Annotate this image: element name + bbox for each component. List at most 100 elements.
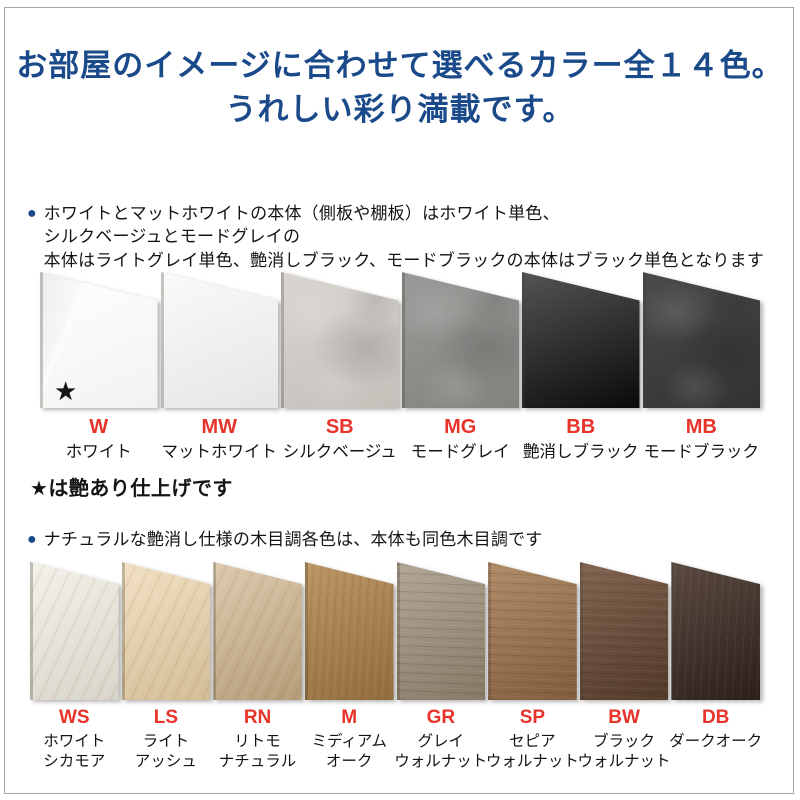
swatch-code: SP: [519, 707, 546, 728]
section1-paragraph: ● ホワイトとマットホワイトの本体（側板や棚板）はホワイト単色、シルクベージュと…: [27, 202, 777, 272]
wood-color-label-row: WS ホワイト シカモア LS ライト アッシュ RN リトモ ナチュラル M …: [30, 707, 762, 772]
swatch-name: ホワイト: [65, 443, 132, 461]
swatch-code: DB: [701, 707, 730, 728]
swatch-code: BB: [566, 416, 596, 438]
swatch-panel-mg: [401, 272, 519, 408]
swatch-surface-mg: [401, 272, 519, 408]
page-title: お部屋のイメージに合わせて選べるカラー全１４色。 うれしい彩り満載です。: [0, 44, 800, 132]
swatch-label-bw: BW ブラック ウォルナット: [578, 707, 671, 772]
section1-note: ホワイトとマットホワイトの本体（側板や棚板）はホワイト単色、シルクベージュとモー…: [43, 204, 765, 270]
swatch-code: WS: [59, 707, 90, 728]
panel-edge: [401, 272, 405, 408]
swatch-name: マットホワイト: [161, 443, 278, 461]
swatch-panel-db: [671, 562, 760, 700]
swatch-code: RN: [243, 707, 272, 728]
swatch-name: シルクベージュ: [282, 443, 397, 461]
swatch-surface-bb: [522, 272, 640, 408]
swatch-surface-w: ★: [40, 272, 158, 408]
swatch-surface-ls: [121, 562, 211, 700]
panel-edge: [488, 562, 492, 700]
swatch-label-sb: SB シルクベージュ: [281, 416, 399, 463]
panel-edge: [160, 272, 164, 408]
swatch-panel-bw: [579, 562, 669, 700]
image-border-frame: [4, 7, 794, 794]
swatch-name: セピア ウォルナット: [485, 732, 579, 770]
swatch-code: MG: [444, 416, 477, 438]
panel-edge: [304, 562, 308, 700]
swatch-surface-gr: [396, 562, 486, 700]
swatch-name: モードグレイ: [410, 443, 510, 461]
section2-paragraph: ● ナチュラルな艶消し仕様の木目調各色は、本体も同色木目調です: [27, 528, 777, 551]
swatch-code: SB: [325, 416, 354, 438]
swatch-surface-sb: [281, 272, 399, 408]
panel-edge: [213, 562, 217, 700]
swatch-panel-ws: [30, 562, 119, 700]
panel-edge: [396, 562, 400, 700]
swatch-panel-gr: [396, 562, 486, 700]
swatch-name: 艶消しブラック: [523, 443, 639, 461]
swatch-label-gr: GR グレイ ウォルナット: [394, 707, 487, 772]
swatch-surface-sp: [488, 562, 577, 700]
panel-edge: [642, 272, 646, 408]
swatch-surface-db: [671, 562, 760, 700]
title-line-1: お部屋のイメージに合わせて選べるカラー全１４色。: [16, 48, 784, 83]
gloss-footnote: ★は艶あり仕上げです: [30, 478, 233, 500]
wood-color-swatch-row: [30, 562, 760, 700]
swatch-code: MB: [685, 416, 717, 438]
swatch-label-w: W ホワイト: [40, 416, 158, 463]
swatch-panel-bb: [522, 272, 640, 408]
swatch-code: BW: [608, 707, 640, 728]
bullet-icon: ●: [27, 205, 37, 222]
swatch-name: グレイ ウォルナット: [394, 732, 488, 770]
swatch-name: モードブラック: [643, 443, 760, 461]
swatch-label-rn: RN リトモ ナチュラル: [213, 707, 302, 772]
solid-color-label-row: W ホワイト MW マットホワイト SB シルクベージュ MG モードグレイ B…: [40, 416, 760, 463]
swatch-surface-mw: [160, 272, 278, 408]
swatch-name: ブラック ウォルナット: [577, 732, 671, 770]
bullet-icon: ●: [27, 531, 37, 548]
swatch-code: M: [341, 707, 358, 728]
swatch-surface-rn: [213, 562, 302, 700]
swatch-name: ミディアム オーク: [311, 732, 387, 770]
panel-edge: [579, 562, 583, 700]
swatch-name: ライト アッシュ: [134, 732, 197, 770]
swatch-surface-ws: [30, 562, 119, 700]
swatch-name: ホワイト シカモア: [43, 732, 106, 770]
swatch-label-sp: SP セピア ウォルナット: [486, 707, 579, 772]
swatch-panel-ls: [121, 562, 211, 700]
swatch-name: ダークオーク: [669, 732, 763, 750]
swatch-label-ws: WS ホワイト シカモア: [30, 707, 119, 772]
swatch-surface-mb: [642, 272, 760, 408]
panel-edge: [671, 562, 675, 700]
swatch-label-mb: MB モードブラック: [643, 416, 761, 463]
section2-note: ナチュラルな艶消し仕様の木目調各色は、本体も同色木目調です: [43, 530, 543, 549]
swatch-label-bb: BB 艶消しブラック: [522, 416, 640, 463]
panel-edge: [121, 562, 125, 700]
swatch-surface-m: [304, 562, 394, 700]
swatch-code: GR: [426, 707, 456, 728]
swatch-label-mg: MG モードグレイ: [402, 416, 520, 463]
swatch-panel-m: [304, 562, 394, 700]
swatch-label-db: DB ダークオーク: [669, 707, 762, 772]
swatch-name: リトモ ナチュラル: [218, 732, 297, 770]
swatch-panel-mb: [642, 272, 760, 408]
swatch-label-mw: MW マットホワイト: [161, 416, 279, 463]
swatch-code: W: [89, 416, 109, 438]
swatch-panel-mw: [160, 272, 278, 408]
solid-color-swatch-row: ★: [40, 272, 760, 408]
title-line-2: うれしい彩り満載です。: [225, 92, 575, 128]
swatch-code: LS: [153, 707, 179, 728]
swatch-panel-rn: [213, 562, 302, 700]
swatch-panel-w: ★: [40, 272, 158, 408]
swatch-label-ls: LS ライト アッシュ: [122, 707, 211, 772]
swatch-label-m: M ミディアム オーク: [305, 707, 394, 772]
swatch-code: MW: [201, 416, 238, 438]
swatch-surface-bw: [579, 562, 669, 700]
swatch-panel-sp: [488, 562, 577, 700]
panel-edge: [40, 272, 43, 408]
gloss-star-icon: ★: [54, 376, 78, 406]
panel-edge: [30, 562, 33, 700]
panel-edge: [522, 272, 525, 408]
panel-edge: [281, 272, 284, 408]
